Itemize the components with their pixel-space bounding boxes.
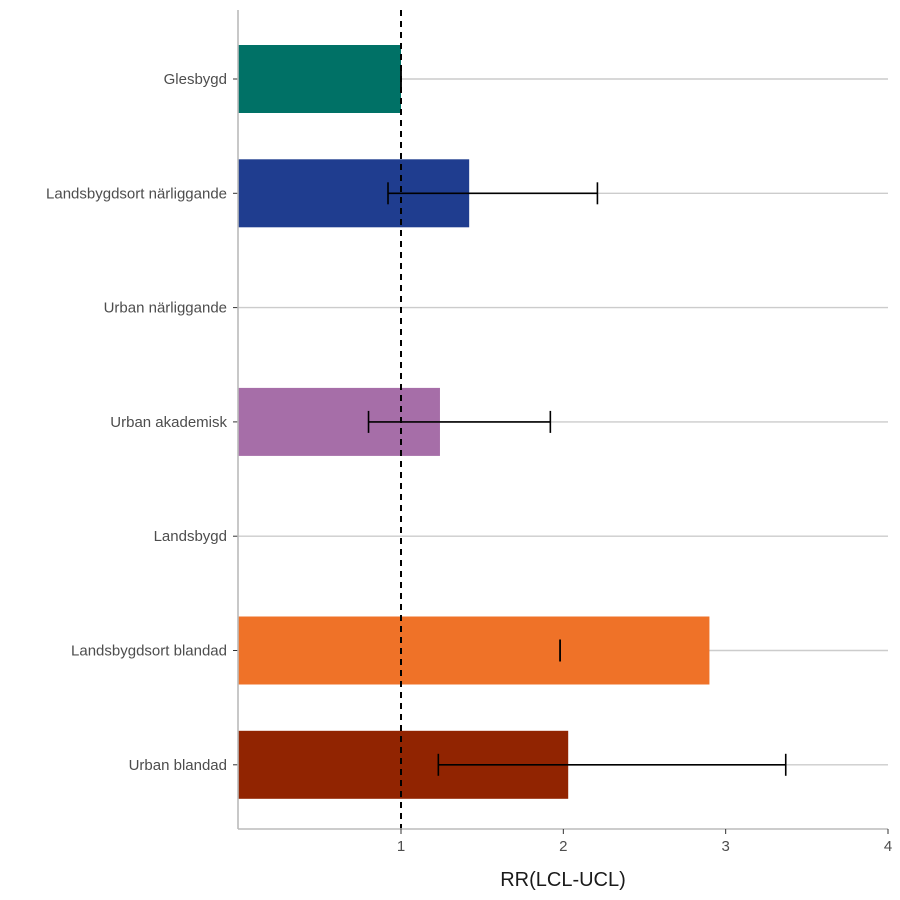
bar — [238, 45, 401, 113]
x-tick-label: 1 — [397, 838, 405, 855]
axes — [233, 10, 889, 834]
x-tick-label: 3 — [721, 838, 729, 855]
category-labels: Glesbygd Landsbygdsort närliggande Urban n… — [46, 71, 227, 774]
category-label: Glesbygd — [164, 71, 227, 88]
x-tick-labels: 1 2 3 4 — [397, 838, 892, 855]
x-tick-label: 2 — [559, 838, 567, 855]
category-label: Landsbygd — [154, 528, 227, 545]
x-axis-title: RR(LCL-UCL) — [500, 869, 626, 891]
bar — [238, 616, 710, 685]
category-label: Urban akademisk — [110, 414, 227, 431]
category-label: Urban närliggande — [104, 300, 227, 317]
category-label: Landsbygdsort blandad — [71, 643, 227, 660]
x-tick-label: 4 — [884, 838, 892, 855]
category-label: Landsbygdsort närliggande — [46, 185, 227, 202]
category-label: Urban blandad — [129, 757, 227, 774]
error-bars — [367, 68, 787, 776]
